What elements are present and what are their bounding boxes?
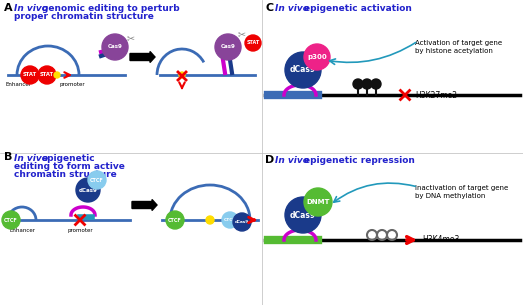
Circle shape [245,35,261,51]
Circle shape [215,34,241,60]
Circle shape [2,211,20,229]
Circle shape [285,197,321,233]
Text: C: C [265,3,273,13]
Text: STAT: STAT [40,73,54,77]
Text: dCas9: dCas9 [78,188,97,192]
FancyArrow shape [132,199,157,210]
Text: dCas9: dCas9 [235,220,249,224]
Text: H3K4me3: H3K4me3 [422,235,459,245]
Circle shape [88,171,106,189]
Circle shape [166,211,184,229]
Circle shape [21,66,39,84]
Text: editing to form active: editing to form active [14,162,125,171]
Text: epigenetic repression: epigenetic repression [304,156,415,165]
Text: STAT: STAT [246,41,259,45]
Text: In vivo: In vivo [275,156,309,165]
Text: CTCF: CTCF [4,217,18,223]
Text: promoter: promoter [67,228,93,233]
Text: In vivo: In vivo [14,4,48,13]
Circle shape [38,66,56,84]
Text: In vivo: In vivo [14,154,48,163]
Circle shape [76,178,100,202]
Text: Cas9: Cas9 [221,45,235,49]
Circle shape [353,79,363,89]
Circle shape [54,72,60,78]
Text: H3K27me2: H3K27me2 [415,91,457,99]
Text: CTCF: CTCF [224,218,236,222]
Text: ✂: ✂ [127,33,135,43]
Text: Enhancer: Enhancer [5,82,31,87]
Text: CTCF: CTCF [90,178,104,182]
Text: dCas9: dCas9 [290,210,316,220]
Circle shape [206,216,214,224]
Text: D: D [265,155,274,165]
Text: CTCF: CTCF [168,217,182,223]
Text: ✂: ✂ [238,29,246,39]
Circle shape [222,212,238,228]
Text: Activation of target gene
by histone acetylation: Activation of target gene by histone ace… [415,40,502,54]
Text: promoter: promoter [59,82,85,87]
Text: epigenetic activation: epigenetic activation [304,4,412,13]
Text: p300: p300 [307,54,327,60]
Circle shape [285,52,321,88]
Text: Enhancer: Enhancer [9,228,35,233]
Circle shape [362,79,372,89]
Text: Cas9: Cas9 [108,45,122,49]
Circle shape [233,213,251,231]
Text: chromatin structure: chromatin structure [14,170,117,179]
Text: Inactivation of target gene
by DNA methylation: Inactivation of target gene by DNA methy… [415,185,508,199]
Text: genomic editing to perturb: genomic editing to perturb [42,4,179,13]
Text: In vivo: In vivo [275,4,309,13]
Text: B: B [4,152,13,162]
Circle shape [371,79,381,89]
Text: A: A [4,3,13,13]
Text: STAT: STAT [23,73,37,77]
Circle shape [304,44,330,70]
Circle shape [102,34,128,60]
FancyArrow shape [130,52,155,63]
Circle shape [179,72,185,78]
Text: DNMT: DNMT [306,199,329,205]
Text: epigenetic: epigenetic [42,154,96,163]
Circle shape [304,188,332,216]
Text: dCas9: dCas9 [290,66,316,74]
Text: proper chromatin structure: proper chromatin structure [14,12,154,21]
